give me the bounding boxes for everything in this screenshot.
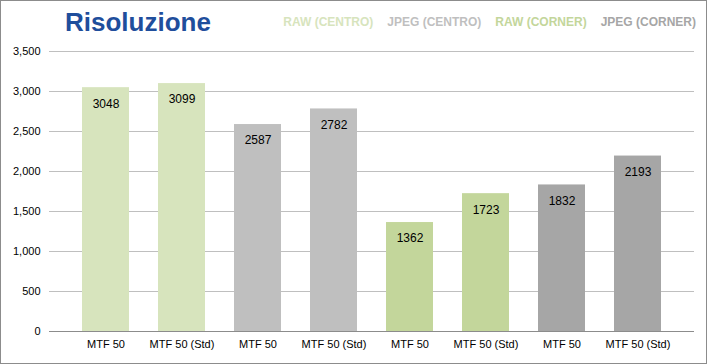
html-text:JPEG (CENTRO): JPEG (CENTRO): [387, 15, 482, 29]
svg-text:2,500: 2,500: [13, 125, 41, 137]
html-text:Risoluzione: Risoluzione: [65, 6, 211, 37]
svg-text:1,000: 1,000: [13, 245, 41, 257]
svg-text:500: 500: [22, 285, 40, 297]
svg-text:3,500: 3,500: [13, 45, 41, 57]
svg-text:MTF 50 (Std): MTF 50 (Std): [150, 338, 215, 350]
svg-text:MTF 50: MTF 50: [391, 338, 429, 350]
svg-text:1362: 1362: [397, 231, 424, 245]
svg-text:0: 0: [34, 325, 40, 337]
html-text:RAW (CORNER): RAW (CORNER): [495, 15, 587, 29]
svg-text:1723: 1723: [473, 203, 500, 217]
svg-text:2193: 2193: [625, 165, 652, 179]
svg-text:MTF 50 (Std): MTF 50 (Std): [606, 338, 671, 350]
svg-text:MTF 50: MTF 50: [87, 338, 125, 350]
svg-text:1832: 1832: [549, 194, 576, 208]
svg-text:MTF 50 (Std): MTF 50 (Std): [454, 338, 519, 350]
svg-text:2587: 2587: [245, 133, 272, 147]
svg-text:2782: 2782: [321, 118, 348, 132]
svg-text:3099: 3099: [169, 92, 196, 106]
svg-text:3048: 3048: [93, 97, 120, 111]
svg-text:MTF 50: MTF 50: [239, 338, 277, 350]
svg-text:MTF 50 (Std): MTF 50 (Std): [302, 338, 367, 350]
svg-text:MTF 50: MTF 50: [543, 338, 581, 350]
html-text:RAW (CENTRO): RAW (CENTRO): [283, 15, 374, 29]
html-text:JPEG (CORNER): JPEG (CORNER): [600, 15, 696, 29]
svg-text:1,500: 1,500: [13, 205, 41, 217]
svg-text:3,000: 3,000: [13, 85, 41, 97]
svg-text:2,000: 2,000: [13, 165, 41, 177]
